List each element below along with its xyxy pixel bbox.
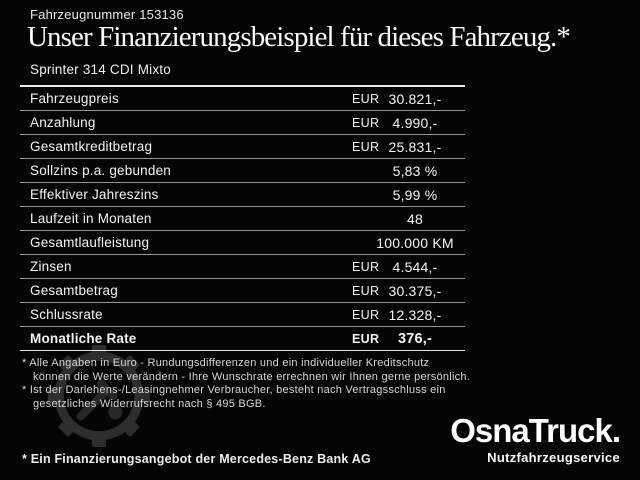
footnotes: * Alle Angaben in Euro - Rundungsdiffere… xyxy=(22,357,482,411)
row-label: Gesamtbetrag xyxy=(30,283,118,298)
table-row: Sollzins p.a. gebunden 5,83 % xyxy=(20,159,465,183)
financing-table: Fahrzeugpreis EUR 30.821,- Anzahlung EUR… xyxy=(20,85,465,351)
row-label: Fahrzeugpreis xyxy=(30,91,119,106)
row-currency: EUR xyxy=(352,139,380,154)
row-label: Effektiver Jahreszins xyxy=(30,187,159,202)
row-currency: EUR xyxy=(352,91,380,106)
row-label: Anzahlung xyxy=(30,115,96,130)
page-title: Unser Finanzierungsbeispiel für dieses F… xyxy=(27,21,571,53)
dealer-logo-title: OsnaTruck. xyxy=(450,412,621,449)
dealer-logo-subtitle: Nutzfahrzeugservice xyxy=(487,450,620,465)
table-row: Gesamtbetrag EUR 30.375,- xyxy=(20,279,465,303)
footnote-line: gesetzliches Widerrufsrecht nach § 495 B… xyxy=(33,397,266,410)
row-label: Sollzins p.a. gebunden xyxy=(30,163,172,178)
row-label: Schlussrate xyxy=(30,307,103,322)
row-label: Monatliche Rate xyxy=(30,331,137,346)
table-row: Schlussrate EUR 12.328,- xyxy=(20,303,465,327)
footnote-line: * Ist der Darlehens-/Leasingnehmer Verbr… xyxy=(22,384,446,396)
row-value: 30.821,- xyxy=(388,90,442,107)
row-currency: EUR xyxy=(352,283,380,298)
dealer-logo: OsnaTruck. Nutzfahrzeugservice xyxy=(450,412,621,465)
row-value: 376,- xyxy=(397,330,433,347)
row-value: 5,99 % xyxy=(392,186,438,203)
row-value: 5,83 % xyxy=(392,162,438,179)
row-value: 4.544,- xyxy=(392,258,438,275)
row-label: Gesamtlaufleistung xyxy=(30,235,150,250)
footnote-line: * Alle Angaben in Euro - Rundungsdiffere… xyxy=(22,357,430,369)
row-value: 100.000 KM xyxy=(376,234,454,251)
table-row: Gesamtlaufleistung 100.000 KM xyxy=(20,231,465,255)
financing-provider-note: * Ein Finanzierungsangebot der Mercedes-… xyxy=(22,452,371,466)
table-row: Fahrzeugpreis EUR 30.821,- xyxy=(20,87,465,111)
row-value: 48 xyxy=(407,210,423,227)
row-value: 25.831,- xyxy=(388,138,442,155)
table-row: Laufzeit in Monaten 48 xyxy=(20,207,465,231)
row-value: 30.375,- xyxy=(388,282,442,299)
vehicle-model: Sprinter 314 CDI Mixto xyxy=(30,62,171,77)
table-row: Anzahlung EUR 4.990,- xyxy=(20,111,465,135)
row-currency: EUR xyxy=(352,259,380,274)
table-row: Zinsen EUR 4.544,- xyxy=(20,255,465,279)
row-currency: EUR xyxy=(352,307,380,322)
footnote-line: können die Werte verändern - Ihre Wunsch… xyxy=(33,370,471,383)
row-label: Laufzeit in Monaten xyxy=(30,211,152,226)
table-row-monthly-rate: Monatliche Rate EUR 376,- xyxy=(20,327,465,351)
row-currency: EUR xyxy=(352,115,380,130)
row-value: 4.990,- xyxy=(392,114,438,131)
table-row: Effektiver Jahreszins 5,99 % xyxy=(20,183,465,207)
vehicle-number: Fahrzeugnummer 153136 xyxy=(30,7,184,22)
gear-icon xyxy=(48,345,150,447)
row-value: 12.328,- xyxy=(388,306,442,323)
row-label: Zinsen xyxy=(30,259,72,274)
row-label: Gesamtkreditbetrag xyxy=(30,139,153,154)
row-currency: EUR xyxy=(352,331,380,346)
table-row: Gesamtkreditbetrag EUR 25.831,- xyxy=(20,135,465,159)
